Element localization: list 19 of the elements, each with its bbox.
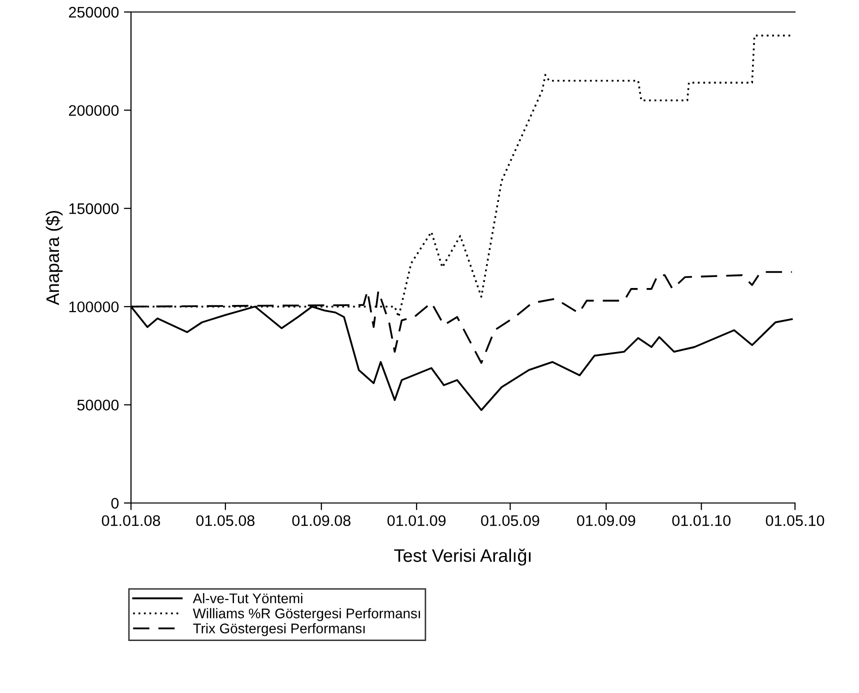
legend-label: Williams %R Göstergesi Performansı [192,608,420,622]
x-tick-label: 01.01.10 [672,515,731,526]
x-tick-label: 01.05.08 [196,515,254,526]
y-axis-title: Anapara ($) [46,210,63,306]
x-axis-title: Test Verisi Aralığı [394,548,531,566]
legend-label: Al-ve-Tut Yöntemi [192,593,302,604]
y-tick-label: 150000 [69,203,119,214]
y-tick-label: 250000 [68,6,119,18]
x-tick-label: 01.09.09 [577,515,636,526]
y-tick-label: 100000 [69,301,119,312]
legend-label: Trix Göstergesi Performansı [193,623,365,636]
y-tick-label: 50000 [77,400,119,410]
y-tick-label: 200000 [68,105,119,116]
x-tick-label: 01.05.10 [766,515,824,526]
x-tick-label: 01.05.09 [481,515,540,526]
y-tick-label: 0 [111,498,119,509]
x-tick-label: 01.09.08 [292,515,350,526]
x-tick-label: 01.01.08 [102,515,160,526]
x-tick-label: 01.01.09 [387,515,446,526]
